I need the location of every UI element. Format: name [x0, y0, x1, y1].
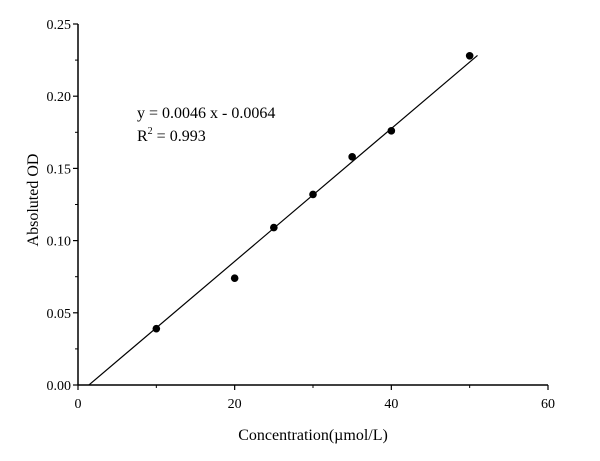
r-squared-value: = 0.993: [153, 128, 206, 145]
x-tick-label: 20: [228, 397, 242, 412]
data-point: [309, 190, 317, 199]
y-tick-label: 0.05: [47, 307, 72, 322]
y-tick-label: 0.15: [47, 162, 72, 177]
data-point: [152, 324, 161, 333]
y-axis-label: Absoluted OD: [25, 154, 42, 247]
data-point: [348, 153, 356, 161]
y-tick-label: 0.00: [47, 379, 72, 394]
y-axis-ticks: 0.00 0.05 0.10 0.15 0.20 0.25: [47, 18, 78, 394]
x-axis-ticks: 0 20 40 60: [75, 385, 555, 412]
r-squared-annotation: R2 = 0.993: [137, 126, 206, 145]
data-point: [230, 274, 239, 282]
y-tick-label: 0.25: [47, 18, 72, 33]
x-axis-label: Concentration(µmol/L): [238, 427, 388, 444]
data-point: [387, 127, 396, 135]
data-point: [465, 51, 474, 60]
y-tick-label: 0.20: [47, 90, 72, 105]
data-points: [152, 51, 474, 333]
regression-equation: y = 0.0046 x - 0.0064: [137, 105, 275, 122]
x-tick-label: 40: [384, 397, 398, 412]
y-tick-label: 0.10: [47, 235, 72, 250]
x-tick-label: 60: [541, 397, 555, 412]
data-point: [270, 223, 278, 232]
x-tick-label: 0: [75, 397, 82, 412]
r-squared-prefix: R: [137, 128, 148, 145]
r-squared-superscript: 2: [148, 126, 153, 137]
